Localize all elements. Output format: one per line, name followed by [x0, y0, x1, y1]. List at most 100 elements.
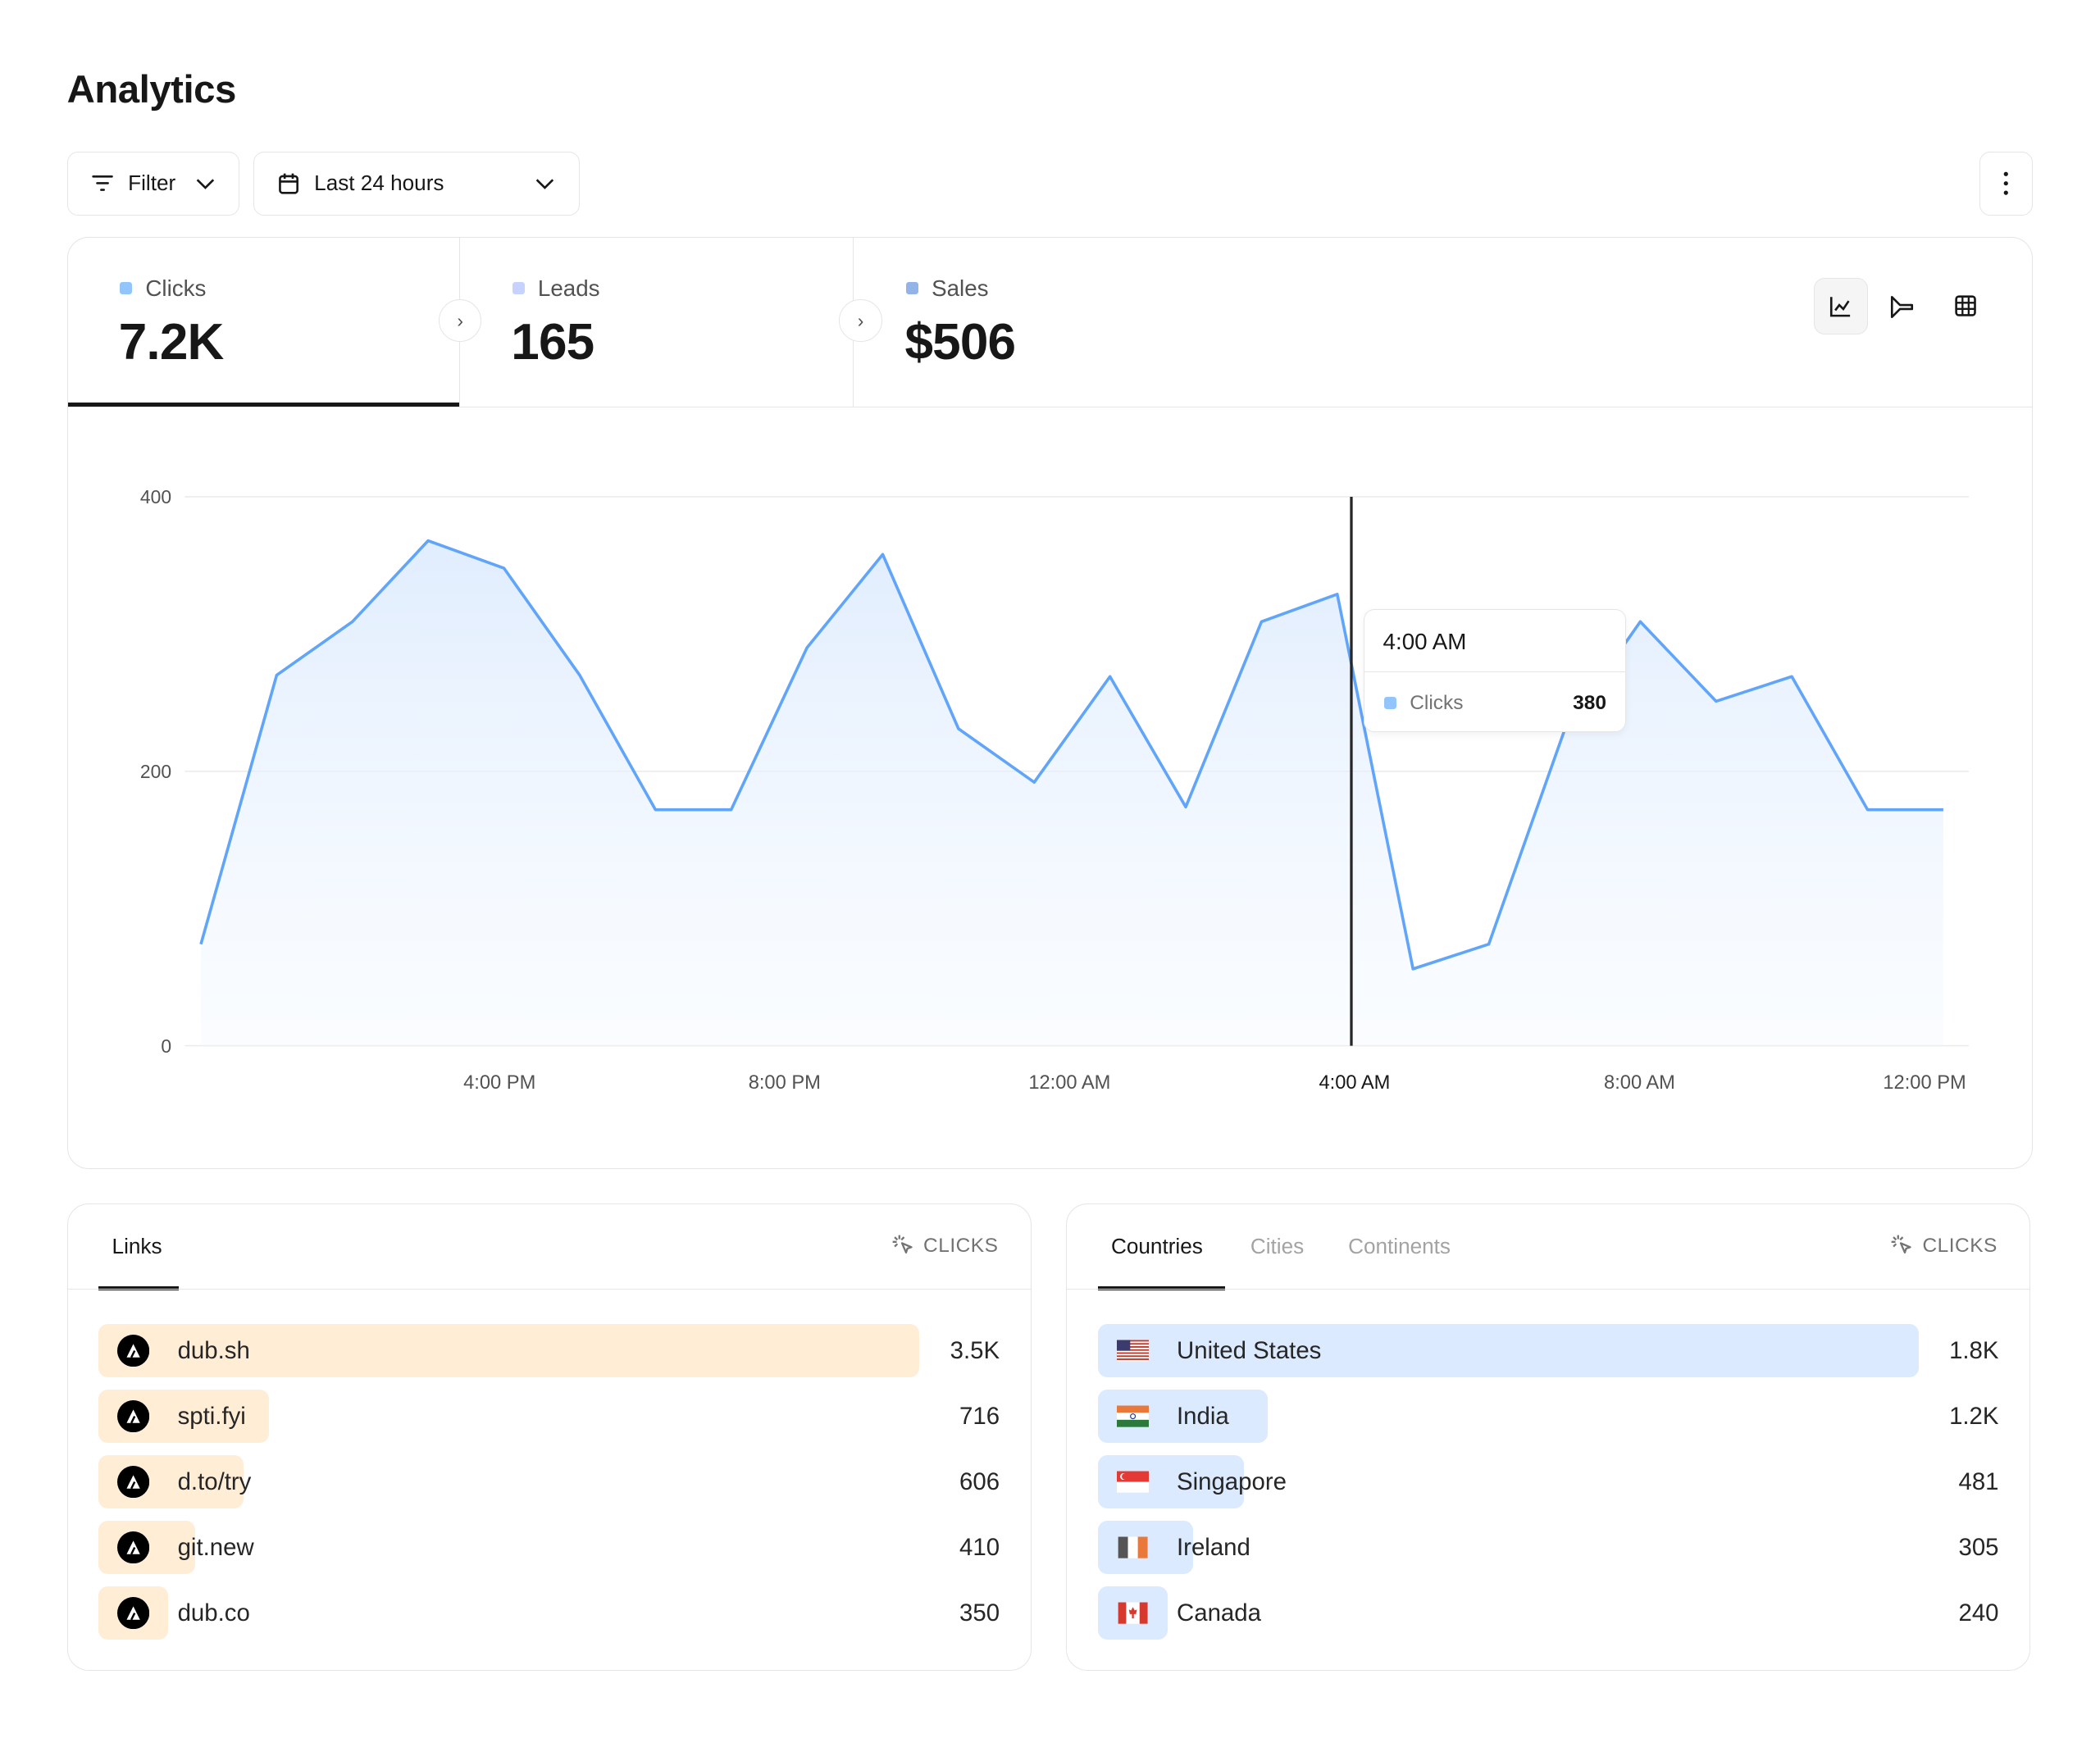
- us-flag-icon: [1116, 1340, 1149, 1362]
- line-chart-icon: [1830, 296, 1851, 317]
- list-item[interactable]: git.new 410: [98, 1520, 1000, 1575]
- item-count: 716: [959, 1403, 1000, 1431]
- list-item[interactable]: spti.fyi 716: [98, 1389, 1000, 1444]
- more-options-button[interactable]: [1979, 151, 2034, 216]
- item-name: dub.sh: [177, 1337, 250, 1365]
- chevron-down-icon: [197, 178, 215, 189]
- cursor-click-icon: [1891, 1235, 1911, 1254]
- item-count: 606: [959, 1468, 1000, 1496]
- metric-label: CLICKS: [923, 1234, 999, 1257]
- list-item[interactable]: d.to/try 606: [98, 1454, 1000, 1509]
- item-count: 3.5K: [950, 1337, 1000, 1365]
- item-name: Ireland: [1177, 1534, 1250, 1562]
- tooltip-swatch: [1384, 697, 1396, 709]
- page-title: Analytics: [66, 67, 237, 111]
- locations-panel: Countries Cities Continents CLICKS Unite…: [1066, 1203, 2031, 1672]
- y-tick-label: 400: [140, 486, 171, 507]
- metric-value: $506: [904, 313, 1016, 371]
- clicks-swatch: [120, 282, 133, 295]
- list-item[interactable]: Singapore 481: [1097, 1454, 1999, 1509]
- dub-logo-icon: [117, 1334, 150, 1367]
- clicks-line: [199, 539, 1943, 971]
- item-count: 350: [959, 1599, 1000, 1627]
- chevron-down-icon: [535, 178, 553, 189]
- singapore-flag-icon: [1116, 1471, 1149, 1493]
- tooltip-value: 380: [1573, 691, 1606, 714]
- line-chart-view-button[interactable]: [1814, 278, 1868, 334]
- tooltip-title: 4:00 AM: [1383, 629, 1467, 654]
- x-tick-label: 4:00 AM: [1319, 1072, 1390, 1094]
- item-name: git.new: [177, 1534, 254, 1562]
- tooltip-series: Clicks: [1410, 691, 1464, 714]
- list-item[interactable]: Canada 240: [1097, 1586, 1999, 1640]
- cursor-click-icon: [892, 1235, 913, 1254]
- canada-flag-icon: [1118, 1602, 1148, 1624]
- dub-logo-icon: [117, 1465, 150, 1498]
- x-tick-label: 8:00 PM: [749, 1072, 821, 1094]
- filter-icon: [92, 175, 113, 192]
- clicks-area: [200, 540, 1943, 1046]
- dub-logo-icon: [117, 1596, 150, 1630]
- funnel-icon: [1890, 295, 1914, 318]
- item-count: 1.2K: [1949, 1403, 1999, 1431]
- item-name: Singapore: [1177, 1468, 1287, 1496]
- more-vertical-icon: [2004, 171, 2009, 195]
- x-tick-label: 12:00 AM: [1028, 1072, 1110, 1094]
- item-name: spti.fyi: [177, 1403, 246, 1431]
- metric-label: CLICKS: [1922, 1234, 1998, 1257]
- date-range-select[interactable]: Last 24 hours: [253, 151, 581, 216]
- list-item[interactable]: Ireland 305: [1097, 1520, 1999, 1575]
- chevron-right-icon: ›: [439, 299, 482, 343]
- item-name: dub.co: [177, 1599, 250, 1627]
- active-tab-indicator: [98, 1285, 180, 1290]
- y-tick-label: 0: [161, 1035, 171, 1057]
- active-tab-indicator: [67, 402, 460, 407]
- metric-value: 7.2K: [118, 313, 225, 371]
- list-item[interactable]: dub.co 350: [98, 1586, 1000, 1640]
- metric-label: Clicks: [145, 275, 207, 301]
- x-tick-label: 8:00 AM: [1604, 1072, 1675, 1094]
- chevron-right-icon: ›: [839, 299, 882, 343]
- item-count: 240: [1958, 1599, 1999, 1627]
- item-name: India: [1177, 1403, 1229, 1431]
- metric-value: 165: [511, 313, 594, 371]
- metric-label: Sales: [932, 275, 989, 301]
- date-range-value: Last 24 hours: [314, 171, 444, 196]
- sales-swatch: [906, 282, 918, 295]
- india-flag-icon: [1116, 1405, 1149, 1427]
- leads-swatch: [512, 282, 525, 295]
- clicks-area-chart[interactable]: 0 200 400 4:00 PM 8:00 PM 12:00 AM 4:00 AM 8:00…: [0, 0, 2100, 1169]
- dub-logo-icon: [117, 1531, 150, 1564]
- table-view-button[interactable]: [1938, 278, 1992, 334]
- tab-sales[interactable]: Sales $506: [854, 238, 1389, 407]
- table-icon: [1955, 295, 1976, 317]
- filter-button[interactable]: Filter: [66, 151, 240, 216]
- item-name: United States: [1177, 1337, 1322, 1365]
- item-count: 410: [959, 1534, 1000, 1562]
- tab-countries[interactable]: Countries: [1110, 1234, 1203, 1259]
- filter-label: Filter: [128, 171, 176, 196]
- tab-links[interactable]: Links: [112, 1234, 162, 1259]
- ireland-flag-icon: [1118, 1536, 1148, 1558]
- list-item[interactable]: United States 1.8K: [1097, 1323, 1999, 1378]
- tab-cities[interactable]: Cities: [1250, 1234, 1305, 1259]
- calendar-icon: [279, 173, 299, 194]
- item-count: 481: [1958, 1468, 1999, 1496]
- tab-continents[interactable]: Continents: [1348, 1234, 1451, 1259]
- list-item[interactable]: dub.sh 3.5K: [98, 1323, 1000, 1378]
- item-count: 305: [1958, 1534, 1999, 1562]
- y-tick-label: 200: [140, 761, 171, 782]
- x-tick-label: 4:00 PM: [463, 1072, 535, 1094]
- share-bar: [1097, 1323, 1919, 1378]
- item-name: Canada: [1177, 1599, 1261, 1627]
- x-tick-label: 12:00 PM: [1883, 1072, 1966, 1094]
- share-bar: [98, 1323, 920, 1378]
- metric-label: Leads: [537, 275, 600, 301]
- item-name: d.to/try: [177, 1468, 252, 1496]
- active-tab-indicator: [1097, 1285, 1225, 1290]
- list-item[interactable]: India 1.2K: [1097, 1389, 1999, 1444]
- item-count: 1.8K: [1949, 1337, 1999, 1365]
- dub-logo-icon: [117, 1399, 150, 1432]
- chart-tooltip: 4:00 AM Clicks 380: [1363, 609, 1626, 733]
- funnel-view-button[interactable]: [1876, 278, 1929, 334]
